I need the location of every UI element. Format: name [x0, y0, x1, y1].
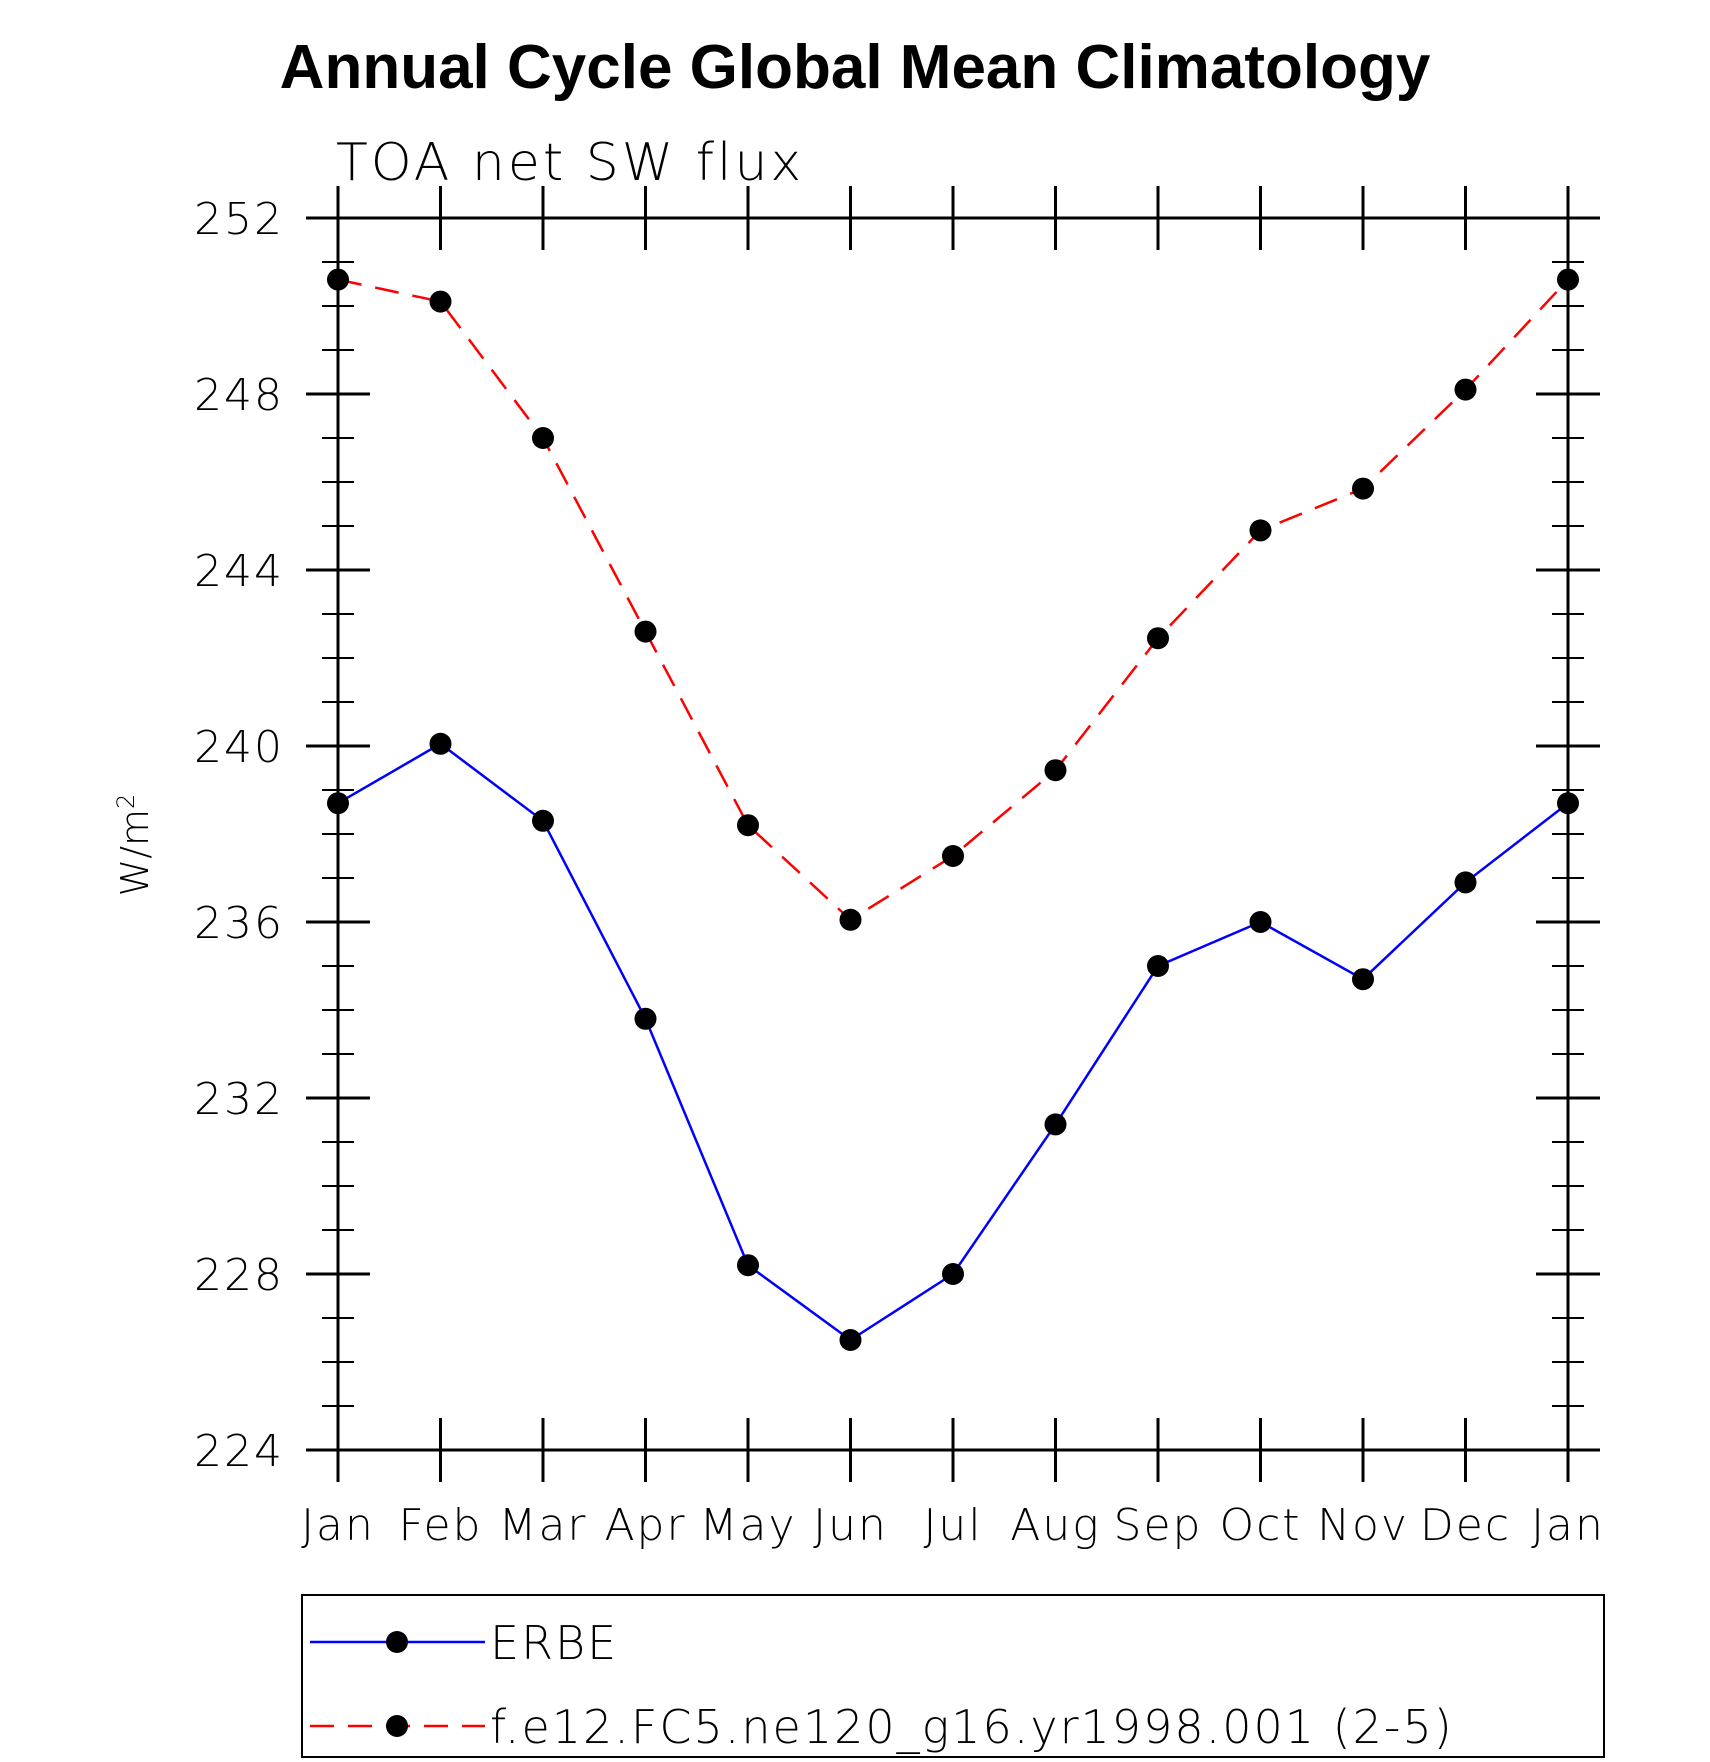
data-point	[634, 1007, 657, 1030]
series-1	[327, 732, 1579, 1351]
data-point	[1557, 792, 1579, 815]
y-tick-label: 228	[194, 1250, 284, 1301]
data-point	[1454, 378, 1477, 401]
legend-label: ERBE	[490, 1616, 618, 1670]
x-tick-label: Oct	[1219, 1500, 1301, 1551]
data-point	[1352, 477, 1374, 500]
data-point	[1147, 627, 1169, 650]
data-point	[1147, 955, 1169, 977]
y-tick-label: 240	[194, 722, 284, 773]
x-tick-label: Feb	[399, 1500, 483, 1551]
series-2	[327, 268, 1579, 931]
data-point	[1044, 1113, 1067, 1136]
data-point	[839, 908, 862, 931]
data-point	[634, 620, 657, 643]
series-line	[337, 742, 1569, 1342]
data-point	[1557, 268, 1579, 291]
data-point	[942, 845, 964, 867]
chart-title: Annual Cycle Global Mean Climatology	[280, 33, 1431, 102]
series-layer	[327, 268, 1579, 1351]
y-tick-label: 236	[194, 898, 284, 949]
y-tick-label: 232	[194, 1074, 284, 1125]
legend-items: ERBE f.e12.FC5.ne120_g16.yr1998.001 (2-5)	[310, 1616, 1454, 1754]
legend-label: f.e12.FC5.ne120_g16.yr1998.001 (2-5)	[490, 1700, 1454, 1754]
x-tick-label: Nov	[1317, 1500, 1409, 1551]
y-tick-label: 244	[194, 546, 284, 597]
x-tick-label: Jul	[923, 1500, 982, 1551]
y-axis-label-text: W/m	[113, 809, 157, 896]
x-tick-label: Jan	[1531, 1500, 1605, 1551]
data-point	[1454, 871, 1477, 894]
data-point	[1249, 911, 1272, 933]
x-tick-label: Jun	[813, 1500, 888, 1551]
x-tick-label: Jan	[301, 1500, 375, 1551]
data-point	[1249, 519, 1272, 542]
axes: 224 228 232 236 240 244 248 252 Jan Feb Mar Apr May J…	[194, 186, 1605, 1551]
x-tick-label: Dec	[1420, 1500, 1511, 1551]
data-point	[1352, 968, 1374, 991]
data-point	[839, 1329, 862, 1351]
chart-subtitle: TOA net SW flux	[336, 133, 804, 193]
x-tick-label: Aug	[1010, 1500, 1100, 1551]
data-point	[1044, 759, 1067, 782]
legend-swatch-marker	[386, 1715, 408, 1737]
y-tick-label: 248	[194, 370, 284, 421]
y-axis-label: W/m2	[112, 794, 157, 897]
data-point	[737, 1254, 759, 1277]
y-axis-label-superscript: 2	[112, 794, 140, 809]
data-point	[942, 1263, 964, 1285]
data-point	[327, 268, 349, 291]
y-tick-label: 224	[194, 1426, 284, 1477]
data-point	[429, 732, 452, 755]
y-tick-label: 252	[194, 194, 284, 245]
data-point	[429, 290, 452, 313]
x-tick-label: May	[700, 1500, 797, 1551]
legend-swatch-marker	[386, 1631, 408, 1653]
data-point	[327, 792, 349, 815]
legend-box	[301, 1594, 1605, 1758]
data-point	[532, 809, 554, 832]
data-point	[532, 427, 554, 449]
legend-item-1: ERBE	[310, 1616, 618, 1670]
legend: ERBE f.e12.FC5.ne120_g16.yr1998.001 (2-5)	[301, 1594, 1605, 1758]
x-tick-label: Sep	[1114, 1500, 1203, 1551]
x-tick-label: Mar	[498, 1500, 587, 1551]
series-line	[337, 278, 1569, 922]
legend-item-2: f.e12.FC5.ne120_g16.yr1998.001 (2-5)	[310, 1700, 1454, 1754]
data-point	[737, 814, 759, 837]
x-tick-label: Apr	[604, 1500, 686, 1551]
